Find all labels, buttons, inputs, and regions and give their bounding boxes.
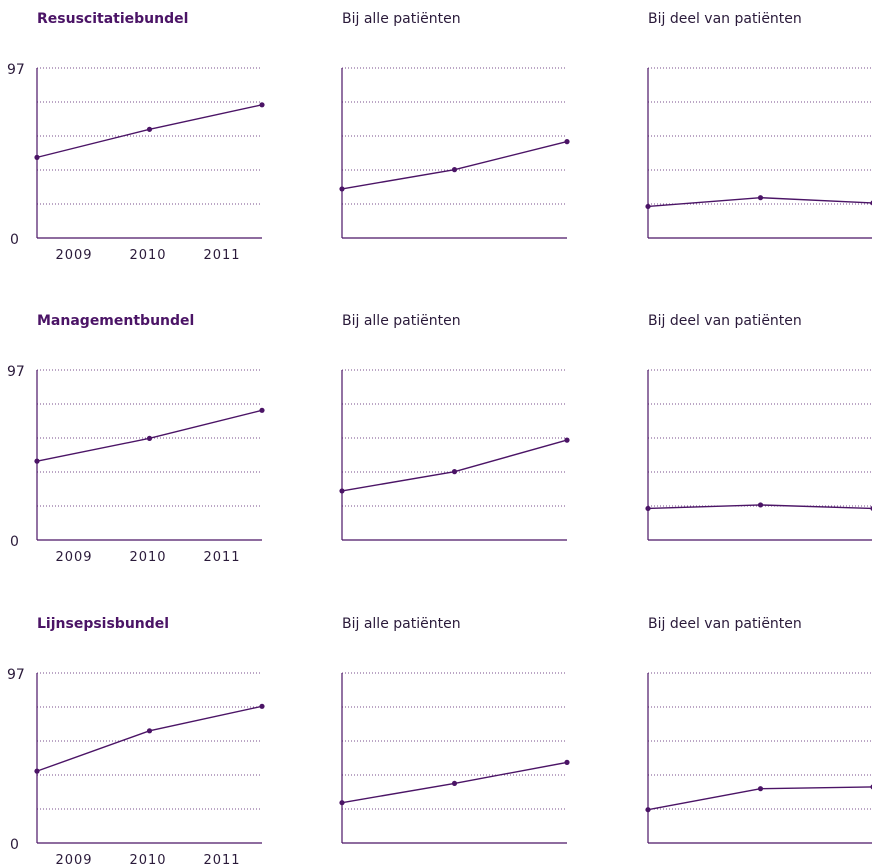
chart-panel-2: Bij alle patiënten [339, 11, 570, 239]
data-point [146, 435, 153, 441]
data-point [146, 126, 153, 132]
y-tick-label-min: 0 [10, 232, 19, 248]
data-point [259, 703, 265, 709]
data-point [339, 488, 345, 494]
y-tick-label-min: 0 [10, 837, 19, 853]
x-tick-label: 2010 [129, 550, 166, 565]
chart-title: Lijnsepsisbundel [37, 616, 169, 632]
x-tick-label: 2010 [129, 248, 166, 263]
data-point [757, 502, 764, 508]
chart-title: Managementbundel [37, 313, 194, 329]
data-point [339, 800, 345, 806]
chart-panel-6: Bij deel van patiënten [645, 313, 872, 541]
chart-panel-3: Bij deel van patiënten [645, 11, 872, 239]
x-tick-label: 2011 [203, 853, 240, 867]
data-point [34, 458, 40, 464]
data-point [645, 203, 651, 210]
data-point [645, 505, 651, 512]
y-tick-label-max: 97 [7, 667, 25, 683]
data-point [34, 154, 40, 160]
chart-title: Bij deel van patiënten [648, 313, 802, 329]
chart-panel-4: Managementbundel 97 0 2009 2010 2011 [7, 313, 265, 565]
chart-title: Bij alle patiënten [342, 313, 461, 329]
chart-title: Bij alle patiënten [342, 11, 461, 27]
series-line [36, 409, 263, 462]
data-point [34, 768, 40, 774]
series-line [341, 140, 568, 190]
series-line [36, 705, 263, 772]
data-point [451, 167, 458, 173]
data-point [757, 195, 764, 201]
x-tick-label: 2011 [203, 550, 240, 565]
data-point [645, 807, 651, 813]
data-point [259, 407, 265, 413]
data-point [564, 759, 570, 765]
chart-title: Bij deel van patiënten [648, 616, 802, 632]
data-point [146, 728, 153, 734]
y-tick-label-max: 97 [7, 364, 25, 380]
chart-title: Bij deel van patiënten [648, 11, 802, 27]
x-tick-label: 2009 [55, 853, 92, 867]
data-point [259, 102, 265, 108]
x-tick-label: 2009 [55, 550, 92, 565]
chart-title: Resuscitatiebundel [37, 11, 188, 27]
chart-panel-9: Bij deel van patiënten [645, 616, 872, 844]
x-tick-label: 2010 [129, 853, 166, 867]
x-tick-label: 2009 [55, 248, 92, 263]
data-point [339, 186, 345, 192]
chart-title: Bij alle patiënten [342, 616, 461, 632]
x-tick-label: 2011 [203, 248, 240, 263]
chart-panel-7: Lijnsepsisbundel 97 0 2009 2010 2011 [7, 616, 265, 867]
y-tick-label-max: 97 [7, 62, 25, 78]
series-line [341, 439, 568, 492]
chart-panel-5: Bij alle patiënten [339, 313, 570, 541]
data-point [451, 469, 458, 475]
data-point [757, 786, 764, 792]
data-point [451, 780, 458, 787]
y-tick-label-min: 0 [10, 534, 19, 550]
chart-panel-8: Bij alle patiënten [339, 616, 570, 844]
chart-panel-1: Resuscitatiebundel 97 0 2009 2010 2011 [7, 11, 265, 263]
data-point [564, 437, 570, 443]
data-point [564, 139, 570, 145]
